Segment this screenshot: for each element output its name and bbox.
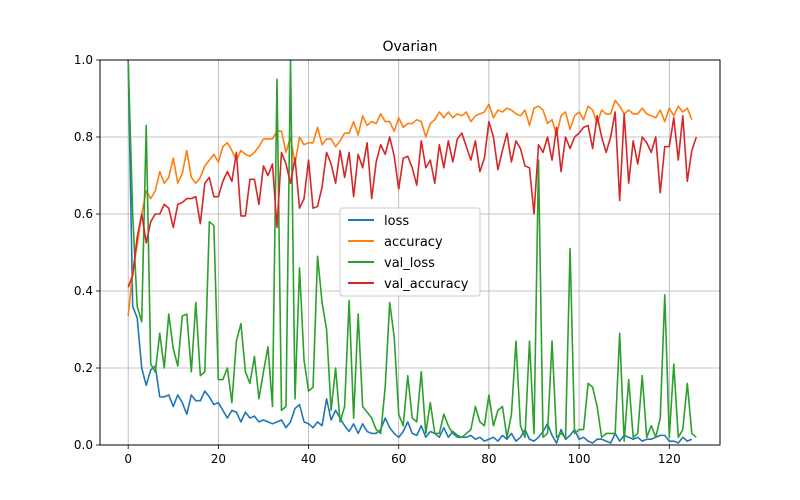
series-lines [127, 60, 698, 444]
val-accuracy-line [127, 111, 698, 288]
y-tick-label: 1.0 [74, 53, 93, 67]
y-tick-label: 0.4 [74, 284, 93, 298]
loss-line [127, 60, 693, 444]
chart-title: Ovarian [383, 39, 438, 55]
y-tick-label: 0.2 [74, 361, 93, 375]
plot-frame [99, 59, 721, 446]
val-loss-line [127, 60, 697, 442]
x-tick-label: 120 [658, 452, 681, 466]
x-tick-label: 100 [568, 452, 591, 466]
legend-label: accuracy [384, 235, 443, 250]
axis-ticks: 0 20 40 60 80 100 120 0.0 0.2 0.4 0.6 0.8 1.0 [74, 53, 681, 466]
x-tick-label: 40 [301, 452, 316, 466]
y-tick-label: 0.6 [74, 207, 93, 221]
legend: loss accuracy val_loss val_accuracy [339, 207, 481, 297]
legend-box [339, 207, 481, 297]
x-tick-label: 80 [481, 452, 496, 466]
y-tick-label: 0.0 [74, 438, 93, 452]
x-tick-label: 0 [124, 452, 132, 466]
y-tick-label: 0.8 [74, 130, 93, 144]
legend-label: val_accuracy [384, 277, 469, 292]
x-tick-label: 60 [391, 452, 406, 466]
legend-label: val_loss [384, 256, 435, 271]
legend-label: loss [384, 214, 409, 229]
x-tick-label: 20 [211, 452, 226, 466]
